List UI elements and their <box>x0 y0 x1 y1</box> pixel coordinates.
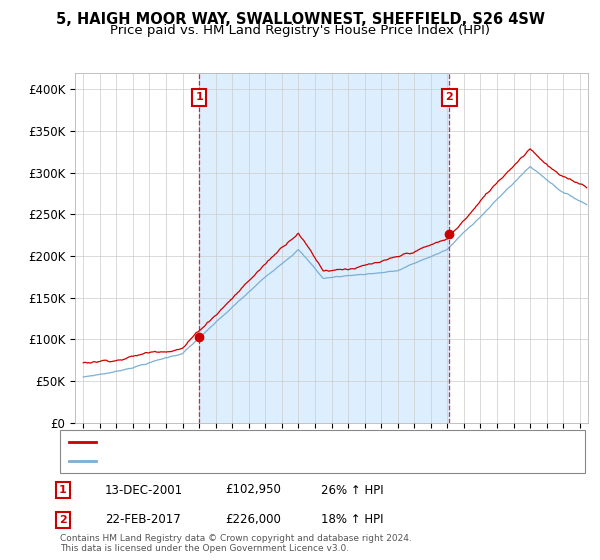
Text: 1: 1 <box>59 485 67 495</box>
Text: £102,950: £102,950 <box>225 483 281 497</box>
Text: 1: 1 <box>195 92 203 102</box>
Text: Price paid vs. HM Land Registry's House Price Index (HPI): Price paid vs. HM Land Registry's House … <box>110 24 490 36</box>
Text: 2: 2 <box>445 92 453 102</box>
Text: 13-DEC-2001: 13-DEC-2001 <box>105 483 183 497</box>
Text: Contains HM Land Registry data © Crown copyright and database right 2024.
This d: Contains HM Land Registry data © Crown c… <box>60 534 412 553</box>
Text: 22-FEB-2017: 22-FEB-2017 <box>105 513 181 526</box>
Text: HPI: Average price, detached house, Rotherham: HPI: Average price, detached house, Roth… <box>101 456 351 466</box>
Bar <box>199 73 449 423</box>
Text: 18% ↑ HPI: 18% ↑ HPI <box>321 513 383 526</box>
Text: £226,000: £226,000 <box>225 513 281 526</box>
Text: 5, HAIGH MOOR WAY, SWALLOWNEST, SHEFFIELD, S26 4SW: 5, HAIGH MOOR WAY, SWALLOWNEST, SHEFFIEL… <box>56 12 545 27</box>
Text: 5, HAIGH MOOR WAY, SWALLOWNEST, SHEFFIELD, S26 4SW (detached house): 5, HAIGH MOOR WAY, SWALLOWNEST, SHEFFIEL… <box>101 437 506 447</box>
Text: 2: 2 <box>59 515 67 525</box>
Text: 26% ↑ HPI: 26% ↑ HPI <box>321 483 383 497</box>
